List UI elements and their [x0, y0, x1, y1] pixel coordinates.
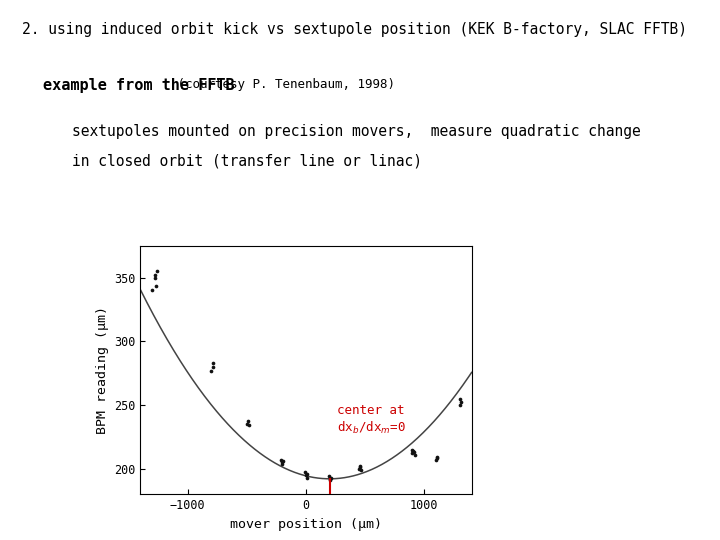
Y-axis label: BPM reading (μm): BPM reading (μm) [96, 306, 109, 434]
Point [277, 457, 289, 465]
Point [454, 401, 466, 409]
Point [276, 458, 288, 467]
Point [300, 471, 312, 480]
Point [206, 366, 217, 375]
Text: center at
dx$_b$/dx$_m$=0: center at dx$_b$/dx$_m$=0 [337, 404, 405, 436]
Point [325, 476, 336, 484]
Point [276, 459, 287, 468]
Point [242, 417, 254, 426]
Point [354, 462, 366, 470]
Point [150, 271, 161, 279]
Point [146, 286, 158, 295]
Point [323, 472, 335, 481]
X-axis label: mover position (μm): mover position (μm) [230, 517, 382, 530]
Point [355, 465, 366, 474]
Text: example from the FFTB: example from the FFTB [43, 78, 235, 93]
Text: sextupoles mounted on precision movers,  measure quadratic change: sextupoles mounted on precision movers, … [72, 124, 641, 139]
Point [207, 362, 218, 371]
Point [407, 449, 418, 458]
Point [151, 267, 163, 275]
Point [149, 273, 161, 282]
Point [431, 453, 443, 462]
Point [275, 455, 287, 464]
Text: in closed orbit (transfer line or linac): in closed orbit (transfer line or linac) [72, 154, 422, 169]
Point [243, 421, 255, 430]
Point [302, 473, 313, 482]
Point [431, 455, 442, 464]
Point [150, 282, 161, 291]
Point [409, 450, 420, 459]
Point [354, 464, 365, 473]
Point [406, 445, 418, 454]
Point [241, 420, 253, 428]
Point [431, 454, 443, 463]
Text: (courtesy P. Tenenbaum, 1998): (courtesy P. Tenenbaum, 1998) [170, 78, 395, 91]
Point [355, 463, 366, 471]
Text: 2. using induced orbit kick vs sextupole position (KEK B-factory, SLAC FFTB): 2. using induced orbit kick vs sextupole… [22, 22, 687, 37]
Point [408, 447, 419, 455]
Point [455, 398, 467, 407]
Point [207, 359, 219, 367]
Point [454, 394, 466, 403]
Point [301, 469, 312, 478]
Point [324, 475, 336, 483]
Point [325, 473, 337, 482]
Point [299, 468, 310, 477]
Point [408, 448, 419, 456]
